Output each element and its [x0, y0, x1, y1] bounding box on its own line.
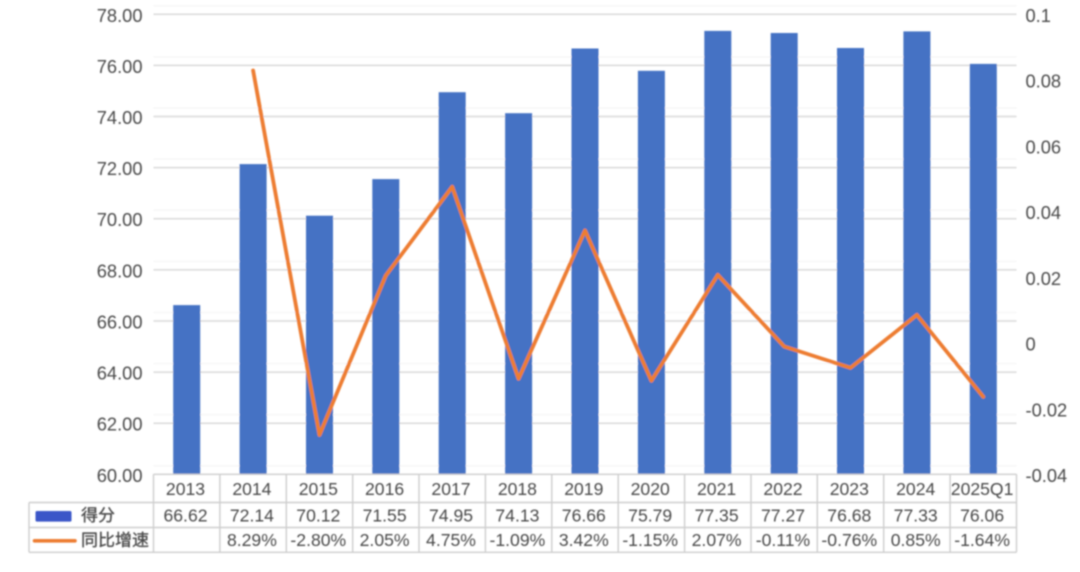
svg-text:66.00: 66.00 — [97, 312, 143, 333]
svg-text:77.35: 77.35 — [695, 505, 739, 525]
svg-text:-0.76%: -0.76% — [821, 530, 877, 550]
svg-text:74.95: 74.95 — [429, 505, 473, 525]
svg-text:0.1: 0.1 — [1026, 5, 1051, 26]
svg-text:74.13: 74.13 — [495, 505, 539, 525]
svg-text:77.27: 77.27 — [761, 505, 805, 525]
svg-text:3.42%: 3.42% — [559, 530, 609, 550]
svg-text:2016: 2016 — [365, 479, 404, 499]
svg-text:0.06: 0.06 — [1026, 136, 1062, 157]
svg-text:66.62: 66.62 — [163, 505, 207, 525]
svg-text:4.75%: 4.75% — [426, 530, 476, 550]
svg-text:2.05%: 2.05% — [360, 530, 410, 550]
svg-text:-2.80%: -2.80% — [290, 530, 346, 550]
svg-text:-0.02: -0.02 — [1026, 399, 1068, 420]
svg-text:-1.09%: -1.09% — [490, 530, 546, 550]
svg-text:2025Q1: 2025Q1 — [951, 479, 1014, 499]
svg-text:74.00: 74.00 — [97, 107, 143, 128]
svg-text:0.08: 0.08 — [1026, 71, 1062, 92]
svg-text:-1.15%: -1.15% — [622, 530, 678, 550]
svg-text:78.00: 78.00 — [97, 5, 143, 26]
svg-text:2024: 2024 — [896, 479, 935, 499]
svg-text:2021: 2021 — [697, 479, 736, 499]
svg-text:71.55: 71.55 — [363, 505, 407, 525]
svg-text:70.00: 70.00 — [97, 209, 143, 230]
svg-text:72.14: 72.14 — [230, 505, 274, 525]
svg-text:0.85%: 0.85% — [891, 530, 941, 550]
svg-text:2017: 2017 — [431, 479, 470, 499]
svg-text:2023: 2023 — [830, 479, 869, 499]
svg-text:8.29%: 8.29% — [227, 530, 277, 550]
svg-text:64.00: 64.00 — [97, 363, 143, 384]
svg-text:60.00: 60.00 — [97, 465, 143, 486]
svg-text:68.00: 68.00 — [97, 260, 143, 281]
svg-text:72.00: 72.00 — [97, 158, 143, 179]
svg-text:2014: 2014 — [232, 479, 271, 499]
svg-text:2015: 2015 — [299, 479, 338, 499]
svg-text:-0.04: -0.04 — [1026, 465, 1068, 486]
svg-text:77.33: 77.33 — [894, 505, 938, 525]
svg-text:0.04: 0.04 — [1026, 202, 1062, 223]
svg-text:2019: 2019 — [564, 479, 603, 499]
svg-text:0: 0 — [1026, 334, 1036, 355]
svg-text:76.66: 76.66 — [562, 505, 606, 525]
svg-text:76.06: 76.06 — [960, 505, 1004, 525]
svg-text:-1.64%: -1.64% — [954, 530, 1010, 550]
svg-text:76.00: 76.00 — [97, 56, 143, 77]
svg-text:0.02: 0.02 — [1026, 268, 1062, 289]
svg-text:76.68: 76.68 — [827, 505, 871, 525]
svg-text:62.00: 62.00 — [97, 414, 143, 435]
svg-text:-0.11%: -0.11% — [756, 530, 811, 550]
svg-text:2022: 2022 — [763, 479, 802, 499]
svg-text:70.12: 70.12 — [296, 505, 340, 525]
svg-text:2020: 2020 — [631, 479, 670, 499]
svg-text:2013: 2013 — [166, 479, 205, 499]
svg-text:2018: 2018 — [498, 479, 537, 499]
svg-text:2.07%: 2.07% — [692, 530, 742, 550]
svg-text:75.79: 75.79 — [628, 505, 672, 525]
